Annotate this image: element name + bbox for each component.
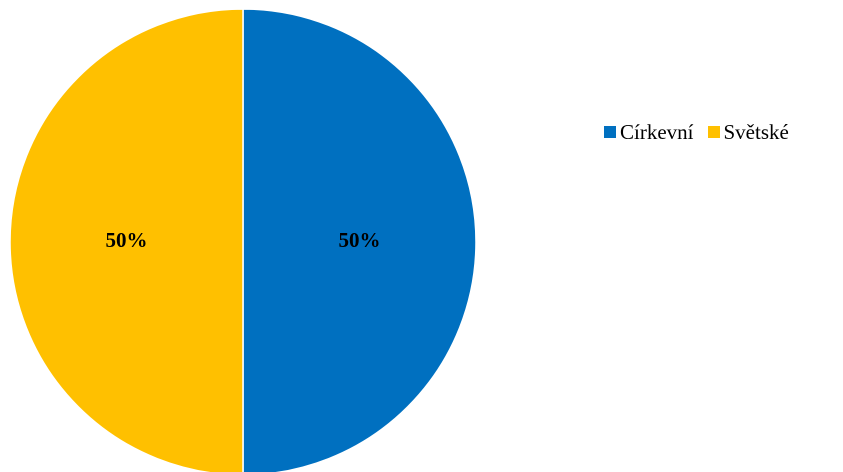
pie-slice-svetske <box>9 8 244 472</box>
legend-swatch-cirkevni <box>604 126 616 138</box>
data-label-cirkevni: 50% <box>339 228 381 252</box>
legend-swatch-svetske <box>707 126 720 138</box>
legend-item-cirkevni: Církevní <box>604 120 694 145</box>
pie-slices <box>9 8 477 472</box>
pie-slice-cirkevni <box>242 8 477 472</box>
legend-label-cirkevni: Církevní <box>620 119 694 144</box>
pie-data-labels: 50% 50% <box>106 228 381 252</box>
legend-item-svetske: Světské <box>707 119 789 145</box>
legend-label-svetske: Světské <box>723 119 789 144</box>
data-label-svetske: 50% <box>106 228 148 252</box>
legend: Církevní Světské <box>604 120 789 144</box>
